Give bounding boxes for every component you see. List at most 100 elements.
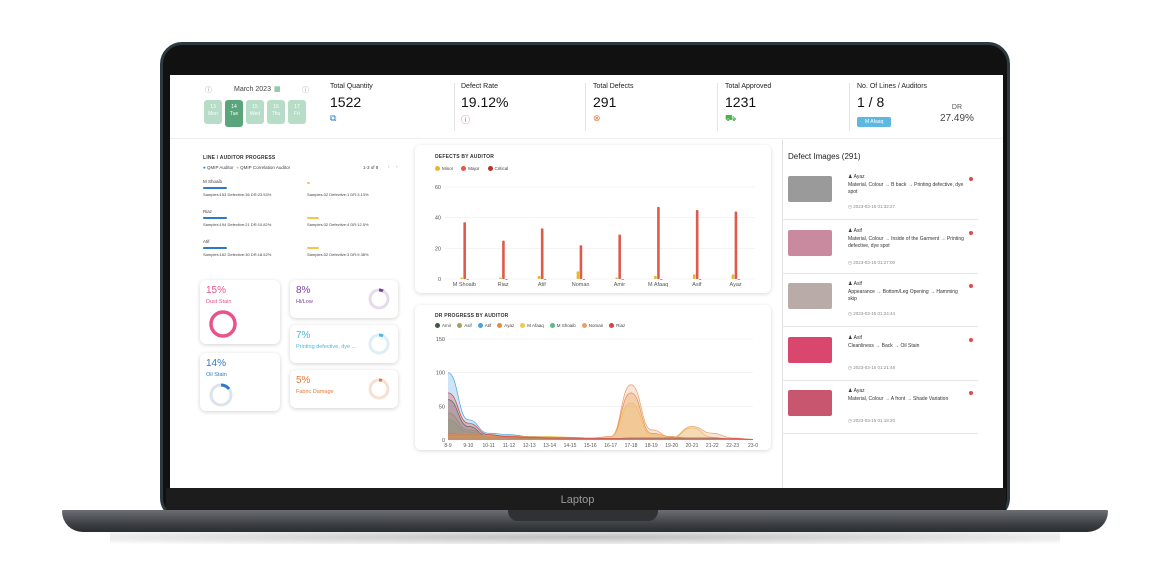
chevron-left-icon[interactable]: ‹	[388, 164, 390, 169]
defect-thumbnail[interactable]	[788, 176, 832, 202]
auditor-name: Riaz	[203, 209, 213, 214]
next-week-icon[interactable]: ⓘ	[302, 87, 309, 94]
x-tick-label: 20-21	[686, 443, 699, 449]
legend-item[interactable]: Critical	[487, 166, 508, 172]
day-button[interactable]: 16 Thu	[267, 100, 285, 124]
auditor-name-text: Asif	[853, 227, 862, 234]
status-dot-icon	[969, 337, 973, 342]
defect-image-item[interactable]: ♟ Ayaz Material, Colour → B back → Print…	[782, 168, 978, 220]
legend-item[interactable]: Major	[461, 166, 480, 172]
panel-title: DR PROGRESS BY AUDITOR	[435, 313, 509, 319]
stat-value: 291	[593, 94, 617, 110]
dr-value: 27.49%	[940, 113, 974, 124]
day-button[interactable]: 13 Mon	[204, 100, 222, 124]
alert-icon: ⓘ	[461, 115, 471, 125]
legend-dot-icon	[477, 323, 483, 329]
legend-item[interactable]: Atif	[477, 323, 491, 329]
day-number: 14	[231, 104, 237, 110]
legend-label: M Shoaib	[556, 323, 576, 328]
legend-item[interactable]: Asif	[457, 323, 472, 329]
legend-dot-icon	[487, 166, 493, 172]
day-number: 16	[273, 104, 279, 110]
auditor-name-text: Ayaz	[853, 174, 865, 180]
day-button[interactable]: 15 Wed	[246, 100, 264, 124]
defect-timestamp: ◷ 2023-03-15 01:32:27	[848, 204, 895, 210]
area-m-shoaib	[448, 419, 753, 440]
defect-timestamp: ◷ 2023-03-15 01:21:48	[848, 365, 895, 371]
line-amir	[447, 399, 753, 440]
auditor-select[interactable]: M Afaaq	[857, 117, 892, 127]
defect-thumbnail[interactable]	[788, 229, 832, 256]
legend-item[interactable]: Noman	[581, 323, 603, 329]
clock-icon: ◷	[848, 259, 852, 265]
chevron-right-icon[interactable]: ›	[396, 164, 398, 169]
auditor-name: M Shoaib	[203, 179, 223, 184]
total-approved-stat: Total Approved 1231 ⛟	[725, 83, 850, 131]
legend-dot-icon	[549, 323, 555, 329]
defect-card[interactable]: 14% Oil Stain	[200, 353, 280, 411]
y-tick-label: 60	[435, 185, 441, 191]
status-dot-icon	[969, 284, 973, 288]
legend-item[interactable]: Minor	[435, 166, 453, 172]
legend-dot-icon	[609, 323, 615, 329]
defect-thumbnail[interactable]	[788, 390, 832, 416]
user-icon: ♟	[848, 334, 853, 341]
x-tick-label: 9-10	[463, 443, 473, 449]
chart-legend: Minor Major Critical	[435, 166, 508, 172]
total-defects-stat: Total Defects 291 ⊗	[593, 83, 718, 131]
x-tick-label: Asif	[692, 282, 702, 288]
clock-icon: ◷	[848, 311, 852, 316]
correlation-stats: Samples:32 Defective:4 DR:12.5%	[307, 222, 369, 227]
correlation-progress-bar	[307, 217, 319, 219]
x-tick-label: M Afaaq	[648, 282, 668, 288]
day-button[interactable]: 17 Fri	[288, 100, 306, 124]
stat-label: Total Approved	[725, 83, 772, 90]
clock-icon: ◷	[848, 204, 852, 209]
defect-image-item[interactable]: ♟ Asif Material, Colour → Inside of the …	[782, 222, 978, 274]
defect-card[interactable]: 5% Fabric Damage	[290, 370, 398, 408]
auditor-name-text: Ayaz	[853, 388, 865, 394]
legend-item[interactable]: Ayaz	[497, 323, 515, 329]
timestamp-text: 2023-03-15 01:32:27	[853, 204, 895, 209]
x-tick-label: Riaz	[498, 282, 509, 288]
month-label[interactable]: March 2023	[234, 86, 271, 93]
legend-item[interactable]: M Shoaib	[549, 323, 576, 329]
defects-bar-chart: 0 20 40 60 M Shoaib Riaz Atif Noman Amir M Afaaq A…	[435, 185, 755, 288]
legend-item[interactable]: Riaz	[609, 323, 625, 329]
defect-image-item[interactable]: ♟ Asif Appearance → Bottom/Leg Opening →…	[782, 275, 978, 327]
legend-item[interactable]: Amir	[435, 323, 451, 329]
defect-card[interactable]: 15% Dust Stain	[200, 280, 280, 344]
close-circle-icon: ⊗	[593, 113, 601, 123]
y-tick-label: 20	[435, 246, 441, 252]
card-percent: 15%	[206, 285, 227, 296]
user-icon: ♟	[848, 174, 853, 180]
defect-thumbnail[interactable]	[788, 336, 832, 363]
legend-item[interactable]: M Afaaq	[520, 323, 544, 329]
dr-label: DR	[951, 104, 963, 111]
legend-dot-icon	[457, 323, 463, 329]
y-tick-label: 0	[438, 277, 441, 283]
defect-card[interactable]: 7% Printing defective, dye ...	[290, 325, 398, 363]
defect-image-item[interactable]: ♟ Asif Cleanliness → Back → Oil Stain ◷ …	[782, 329, 978, 381]
defect-image-item[interactable]: ♟ Ayaz Material, Colour → A front → Shad…	[782, 382, 978, 434]
prev-week-icon[interactable]: ⓘ	[205, 87, 212, 94]
laptop-notch	[508, 510, 658, 521]
donut-ring	[209, 383, 233, 407]
chart-legend: Amir Asif Atif Ayaz M Afaaq M Shoaib Noman Riaz	[435, 323, 625, 329]
defect-thumbnail[interactable]	[788, 283, 832, 309]
timestamp-text: 2023-03-15 01:21:48	[853, 364, 895, 370]
bar-minor	[537, 275, 541, 279]
x-tick-label: 8-9	[444, 443, 451, 449]
stat-label: No. Of Lines / Auditors	[857, 83, 928, 90]
laptop-shadow	[110, 530, 1060, 544]
legend-label: Ayaz	[504, 323, 515, 328]
calendar-icon[interactable]: ▦	[274, 86, 281, 93]
progress-legend: ● QMIP Auditor ● QMIP Correlation Audito…	[203, 165, 290, 170]
legend-dot-icon: ●	[203, 165, 206, 170]
status-dot-icon	[969, 391, 973, 395]
day-button[interactable]: 14 Tue	[225, 100, 243, 127]
defect-card[interactable]: 8% Hi/Low	[290, 280, 398, 318]
bar-critical	[621, 279, 624, 280]
day-name: Thu	[271, 111, 281, 117]
auditor-name: ♟ Ayaz	[848, 388, 865, 394]
